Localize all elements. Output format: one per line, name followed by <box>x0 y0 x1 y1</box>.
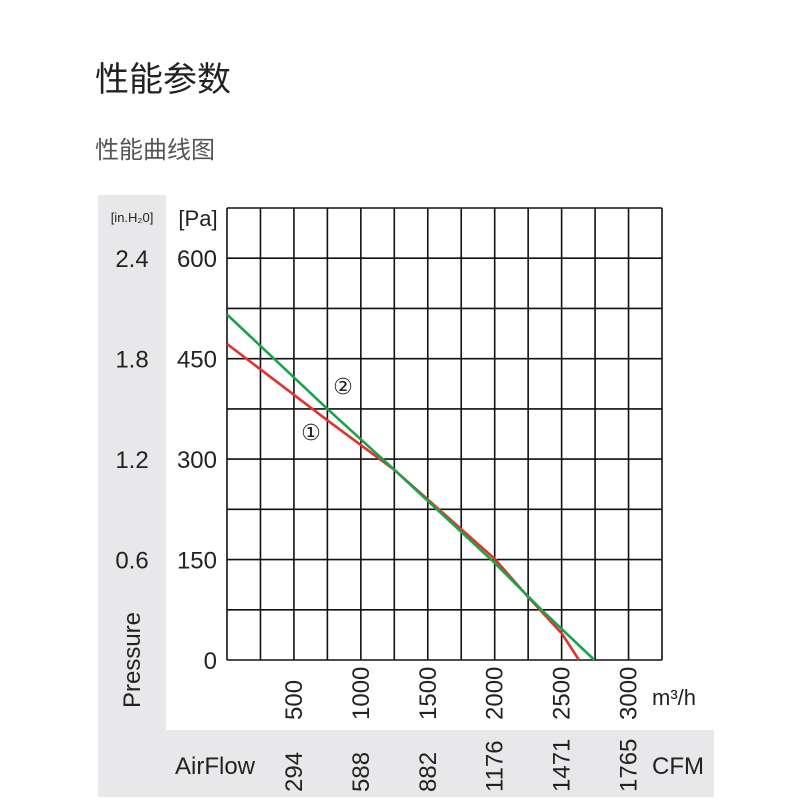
y-axis-label: Pressure <box>119 612 146 708</box>
y-tick-label: 300 <box>177 447 217 474</box>
series-line-2 <box>226 313 596 661</box>
y-alt-tick-label: 0.6 <box>115 548 148 575</box>
x-tick-label: 2500 <box>549 667 576 720</box>
page-title: 性能参数 <box>95 60 231 100</box>
y-alt-unit: [in.H₂0] <box>111 210 154 225</box>
y-tick-label: 150 <box>177 548 217 575</box>
x-tick-label: 3000 <box>616 667 643 720</box>
x-tick-label: 2000 <box>482 667 509 720</box>
x-alt-tick-label: 1471 <box>549 739 576 792</box>
series-label-1: ① <box>301 420 321 445</box>
series-label-2: ② <box>333 374 353 399</box>
curves <box>226 313 596 661</box>
page-subtitle: 性能曲线图 <box>95 136 215 164</box>
y-alt-tick-label: 2.4 <box>115 246 148 273</box>
y-unit: [Pa] <box>178 206 217 231</box>
left-band <box>98 195 166 797</box>
grid <box>226 207 663 661</box>
series-line-1 <box>226 342 581 661</box>
x-axis-label: AirFlow <box>175 753 256 780</box>
y-tick-label: 450 <box>177 347 217 374</box>
x-alt-unit: CFM <box>652 753 704 780</box>
y-tick-label: 600 <box>177 246 217 273</box>
x-alt-tick-label: 294 <box>281 752 308 792</box>
bottom-band <box>98 730 714 797</box>
y-tick-label: 0 <box>204 648 217 675</box>
x-unit: m³/h <box>652 685 696 710</box>
y-alt-tick-label: 1.2 <box>115 447 148 474</box>
x-alt-tick-label: 588 <box>348 752 375 792</box>
x-tick-label: 1500 <box>415 667 442 720</box>
y-alt-tick-label: 1.8 <box>115 347 148 374</box>
x-tick-label: 1000 <box>348 667 375 720</box>
x-alt-tick-label: 1176 <box>482 740 509 792</box>
x-tick-label: 500 <box>281 680 308 720</box>
x-alt-tick-label: 1765 <box>616 739 643 792</box>
x-alt-tick-label: 882 <box>415 752 442 792</box>
